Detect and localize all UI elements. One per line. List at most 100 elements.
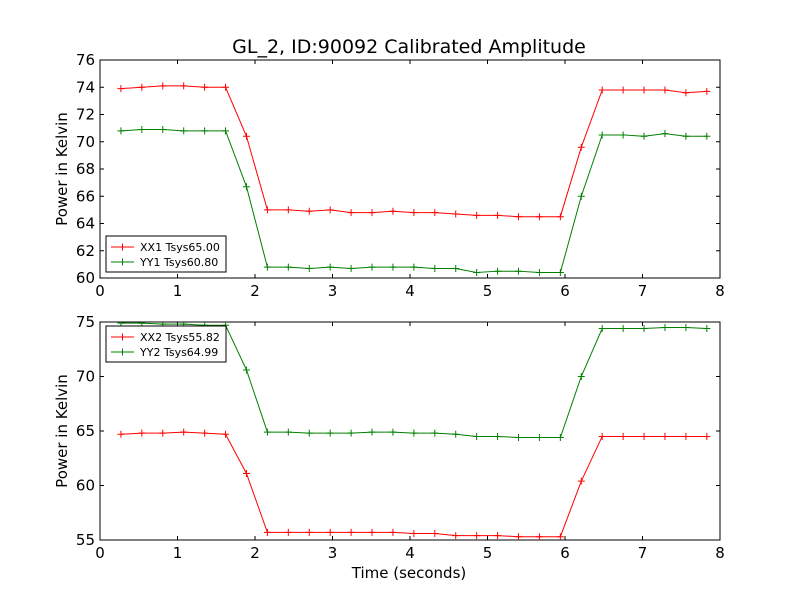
data-point [159,125,167,133]
data-point [535,213,543,221]
legend-box [105,235,227,273]
data-point [661,130,669,138]
legend-label: XX1 Tsys65.00 [140,241,220,254]
data-point [242,183,250,191]
data-point [598,432,606,440]
data-point [159,82,167,90]
data-point [263,528,271,536]
data-point [368,428,376,436]
y-tick-label: 60 [76,269,95,287]
data-point [410,429,418,437]
series-line [120,85,707,218]
data-point [242,132,250,140]
data-point [598,325,606,333]
data-point [368,263,376,271]
data-point [473,532,481,540]
x-tick-label: 0 [95,282,105,300]
data-point [556,533,564,540]
x-tick-label: 2 [250,544,260,562]
data-point [284,263,292,271]
data-point [703,432,711,440]
data-point [682,323,690,331]
data-point [494,532,502,540]
data-point [661,432,669,440]
x-tick-label: 3 [328,544,338,562]
data-point [556,434,564,442]
data-point [619,325,627,333]
data-point [305,264,313,272]
data-point [389,263,397,271]
data-point [494,211,502,219]
y-tick-label: 65 [76,422,95,440]
x-tick-label: 1 [173,544,183,562]
y-tick-label: 68 [76,160,95,178]
x-tick-label: 0 [95,544,105,562]
data-point [389,428,397,436]
data-point [159,429,167,437]
series-yy1 [117,125,711,277]
data-point [577,477,585,485]
data-point [640,86,648,94]
data-point [389,207,397,215]
data-point [473,269,481,277]
y-tick-label: 72 [76,106,95,124]
data-point [556,269,564,277]
legend: XX1 Tsys65.00 YY1 Tsys60.80 [105,235,227,273]
data-point [640,325,648,333]
y-axis-label: Power in Kelvin [53,112,71,226]
data-point [263,263,271,271]
data-point [305,207,313,215]
data-point [201,127,209,135]
data-point [431,264,439,272]
x-tick-label: 5 [483,544,493,562]
data-point [326,528,334,536]
data-point [703,87,711,95]
legend-swatch-marker [119,258,126,266]
data-point [703,132,711,140]
x-tick-label: 7 [638,544,648,562]
legend-swatch-marker [119,348,126,356]
data-point [515,213,522,221]
data-point [201,429,209,437]
data-point [138,83,146,91]
legend-label: YY2 Tsys64.99 [139,346,218,359]
data-point [117,127,125,135]
data-point [661,86,669,94]
data-point [535,533,543,540]
data-point [619,86,627,94]
data-point [326,206,334,214]
y-tick-label: 70 [76,368,95,386]
data-point [222,430,230,438]
data-point [619,432,627,440]
data-point [682,432,690,440]
legend-label: XX2 Tsys55.82 [140,331,220,344]
data-point [661,323,669,331]
y-tick-label: 76 [76,51,95,69]
y-tick-label: 64 [76,215,95,233]
data-point [703,325,711,333]
data-point [305,528,313,536]
data-point [222,127,230,135]
series-line [120,431,707,538]
x-tick-label: 6 [560,282,570,300]
data-point [138,125,146,133]
data-point [347,209,355,217]
data-point [138,322,146,327]
series-xx1 [117,82,711,221]
legend-label: YY1 Tsys60.80 [139,256,218,269]
y-tick-label: 62 [76,242,95,260]
data-point [577,373,585,380]
legend: XX2 Tsys55.82 YY2 Tsys64.99 [105,325,227,363]
x-tick-label: 8 [715,544,725,562]
data-point [556,213,564,221]
legend-swatch-marker [119,333,126,341]
data-point [263,428,271,436]
y-tick-label: 66 [76,187,95,205]
top-panel: 0 1 2 3 4 5 6 7 8 60 62 64 66 68 70 72 74 76 Power in Kelv… [53,51,725,300]
x-tick-label: 3 [328,282,338,300]
data-point [494,432,502,440]
data-point [368,528,376,536]
data-point [263,206,271,214]
data-point [682,132,690,140]
